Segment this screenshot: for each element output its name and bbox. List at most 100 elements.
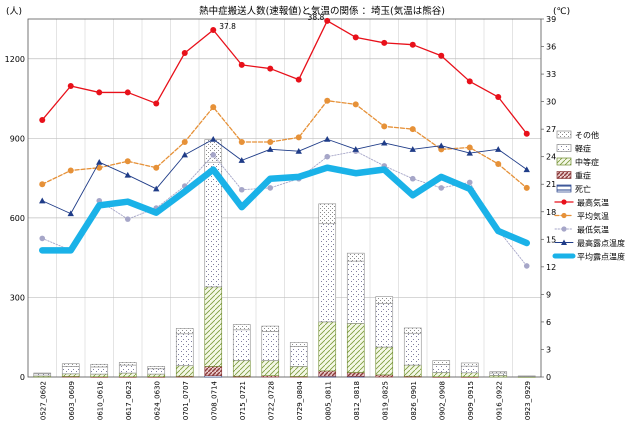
right-tick-label: 12 [546,263,556,272]
bar-segment [460,362,479,367]
line-point [39,235,46,242]
bar-segment [261,325,280,332]
bar-segment [346,323,365,373]
bar-segment [90,366,109,375]
line-point [181,49,188,56]
bar-segment [375,374,394,378]
bar-segment [432,372,451,378]
line-point [324,153,331,160]
legend-label: 重症 [575,171,591,181]
bar-segment [489,372,508,376]
left-tick-label: 300 [10,293,25,302]
line-point [124,171,131,178]
legend-marker [561,212,567,219]
line-point [210,104,217,111]
plot-frame [27,18,542,378]
bar-segment [460,365,479,374]
line-point [381,123,388,130]
legend-swatch [556,171,572,179]
bar-segment [318,321,337,372]
line-point [352,101,359,108]
line-point [153,164,160,171]
x-tick-label: 0923_0929 [524,381,532,420]
bar-segment [90,373,109,378]
x-tick-label: 0701_0707 [182,381,190,420]
line-point [124,89,131,96]
bar-segment [403,327,422,334]
line-point [381,39,388,46]
bar-segment [346,252,365,262]
line-point [39,181,46,188]
x-tick-label: 0603_0609 [68,381,76,420]
line-point [324,136,331,142]
line-point [238,139,245,146]
x-tick-label: 0715_0721 [239,381,247,420]
line-point [39,197,46,204]
bar-segment [403,332,422,366]
x-tick-label: 0624_0630 [153,381,161,420]
line-point [438,185,445,191]
right-tick-label: 36 [546,43,556,52]
line-series [39,164,530,254]
line-point [267,146,274,152]
x-tick-label: 0819_0825 [381,381,389,420]
line-point [495,146,502,152]
bar-segment [33,372,52,375]
legend-swatch [556,130,572,139]
right-tick-label: 9 [546,290,551,299]
right-axis-unit: (℃) [553,7,570,17]
left-tick-label: 0 [20,373,25,382]
bar-segment [147,366,166,370]
line-point [523,263,530,269]
line-point [96,89,103,96]
line-point [124,158,131,165]
bar-segment [147,368,166,375]
line-point [267,65,274,72]
bar-segment [204,139,223,163]
line-point [153,185,160,192]
bar-segment [61,373,80,377]
right-tick-label: 0 [546,373,551,382]
bar-segment [33,373,52,377]
legend-label: 死亡 [575,184,591,194]
line-series [41,138,528,215]
line-point [295,147,302,154]
x-tick-label: 0805_0811 [324,381,332,420]
left-tick-label: 600 [10,214,25,223]
line-point [96,164,103,171]
data-annotation: 38.8 [308,13,325,22]
bar-segment [289,366,308,377]
right-tick-label: 39 [546,15,556,24]
line-point [523,184,530,191]
chart-title: 熱中症搬送人数(速報値)と気温の関係 ：埼玉(気温は熊谷) [199,5,445,17]
bar-segment [403,364,422,377]
line-point [324,17,331,24]
line-point [523,166,530,173]
line-point [153,100,160,107]
right-tick-label: 18 [546,208,556,217]
bar-segment [175,365,194,377]
line-point [324,97,331,104]
data-annotation: 37.8 [219,22,236,31]
bar-segment [147,373,166,378]
bar-segment [346,372,365,377]
bar-segment [118,372,137,378]
bar-segment [432,364,451,373]
left-axis-unit: (人) [6,6,22,17]
bar-segment [232,359,251,377]
line-point [124,216,131,222]
line-point [96,159,103,165]
x-tick-label: 0527_0602 [39,381,47,420]
bar-segment [90,363,109,368]
bar-segment [118,364,137,374]
bar-segment [175,328,194,335]
line-series [41,20,528,135]
legend-marker [561,239,567,245]
legend-label: 平均気温 [577,211,609,221]
x-tick-label: 0617_0623 [125,381,133,420]
line-point [210,152,217,158]
bar-segment [289,342,308,347]
legend-swatch [556,184,572,193]
bar-segment [318,203,337,225]
